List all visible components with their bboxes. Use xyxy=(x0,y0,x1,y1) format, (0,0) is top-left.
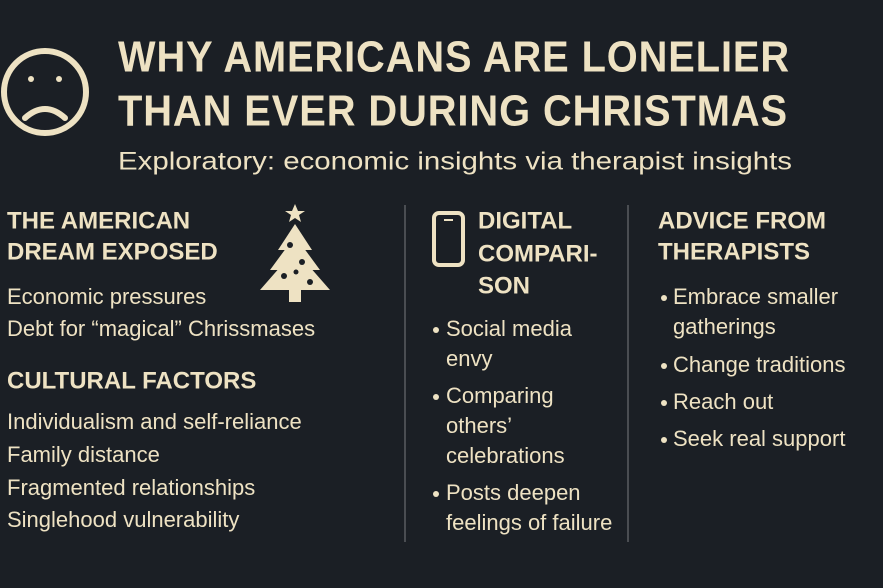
list-item: Posts deepen xyxy=(446,480,581,505)
list-item: Fragmented relationships xyxy=(7,475,255,500)
list-item: envy xyxy=(446,346,492,371)
list-item: Comparing xyxy=(446,383,554,408)
section-heading: ADVICE FROM xyxy=(658,207,826,234)
section-heading: THERAPISTS xyxy=(658,238,810,265)
list-item: Singlehood vulnerability xyxy=(7,507,239,532)
section-heading: COMPARI- xyxy=(478,240,598,267)
bullet xyxy=(433,491,439,497)
bullet xyxy=(661,295,667,301)
section-heading: THE AMERICAN xyxy=(7,207,190,234)
phone-icon xyxy=(432,211,465,267)
list-item: others’ xyxy=(446,413,512,438)
title: WHY AMERICANS ARE LONELIER xyxy=(118,33,790,82)
list-item: Economic pressures xyxy=(7,284,206,309)
list-item: Embrace smaller xyxy=(673,284,838,309)
list-item: Family distance xyxy=(7,442,160,467)
bullet xyxy=(433,327,439,333)
section-heading: DREAM EXPOSED xyxy=(7,238,218,265)
section-heading: SON xyxy=(478,272,530,299)
list-item: Change traditions xyxy=(673,352,845,377)
bullet xyxy=(433,394,439,400)
bullet xyxy=(661,400,667,406)
list-item: Seek real support xyxy=(673,426,845,451)
title: THAN EVER DURING CHRISTMAS xyxy=(118,87,788,136)
list-item: Reach out xyxy=(673,389,773,414)
list-item: gatherings xyxy=(673,314,776,339)
list-item: Debt for “magical” Chrissmases xyxy=(7,316,315,341)
list-item: feelings of failure xyxy=(446,510,612,535)
sad-face-icon xyxy=(1,48,89,136)
section-heading: DIGITAL xyxy=(478,207,572,234)
bullet xyxy=(661,363,667,369)
tree-icon xyxy=(260,204,330,302)
bullet xyxy=(661,437,667,443)
list-item: Social media xyxy=(446,316,573,341)
list-item: Individualism and self-reliance xyxy=(7,409,302,434)
section-heading: CULTURAL FACTORS xyxy=(7,367,256,394)
list-item: celebrations xyxy=(446,443,565,468)
subtitle: Exploratory: economic insights via thera… xyxy=(118,148,792,176)
